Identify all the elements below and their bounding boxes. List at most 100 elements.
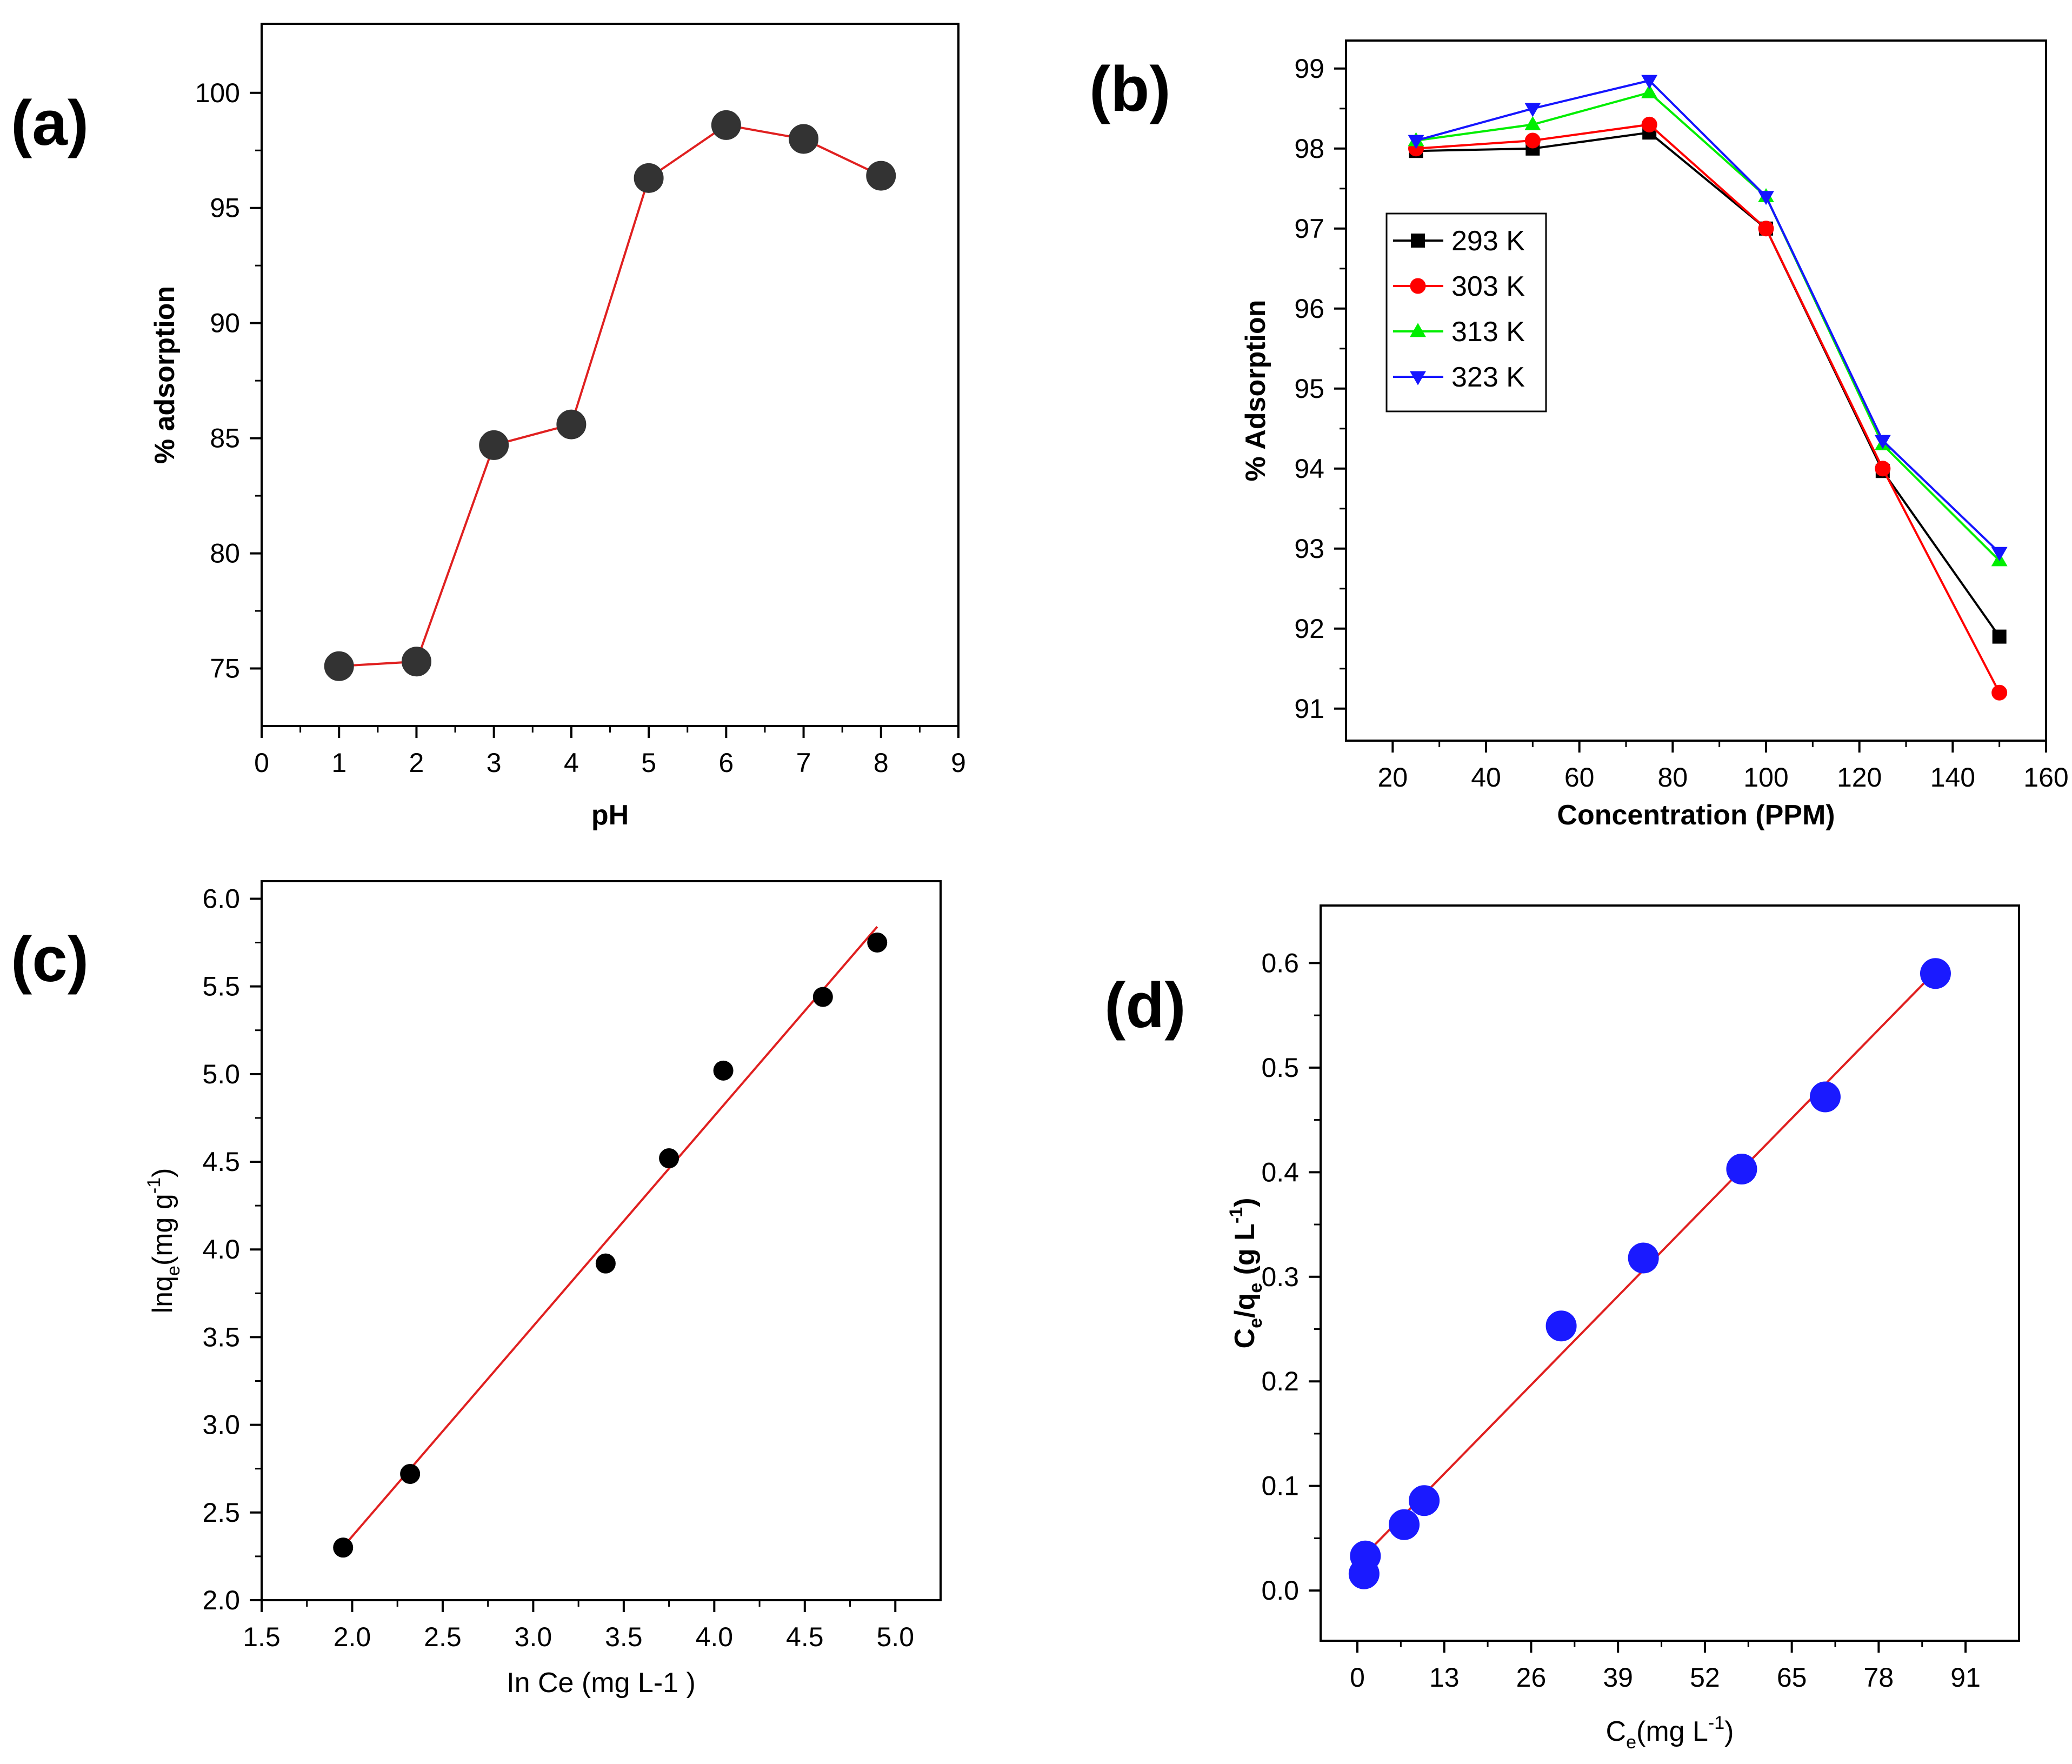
panel-b-x-tick-label: 20 <box>1378 762 1408 793</box>
panel-d-series-0 <box>1348 958 1951 1589</box>
panel-d-x-axis-title: Ce(mg L-1) <box>1606 1713 1734 1753</box>
panel-b-point-5 <box>1992 629 2007 644</box>
panel-c-y-tick-label: 3.0 <box>202 1410 240 1440</box>
panel-d-y-tick-label: 0.2 <box>1261 1366 1299 1396</box>
panel-b-series-line <box>1416 91 2001 562</box>
panel-d-point-8 <box>1920 958 1951 989</box>
panel-d-y-tick-label: 0.4 <box>1261 1157 1299 1187</box>
panel-a: (a) 0 1 2 3 4 5 6 7 8 9 75 80 85 90 95 100 pH % adsorption <box>11 23 966 831</box>
panel-b-x-tick-label: 120 <box>1837 762 1882 793</box>
panel-c-y-tick-label: 4.5 <box>202 1147 240 1177</box>
legend-label: 313 K <box>1451 316 1525 348</box>
panel-b-y-tick-label: 92 <box>1294 614 1324 644</box>
panel-a-y-tick-label: 95 <box>210 193 240 223</box>
panel-b-x-tick-label: 80 <box>1658 762 1688 793</box>
legend-label: 303 K <box>1451 271 1525 302</box>
legend-point-1 <box>1410 278 1426 294</box>
panel-c-x-tick-label: 3.0 <box>515 1622 552 1652</box>
panel-c-x-tick-label: 2.5 <box>424 1622 462 1652</box>
panel-c-y-tick-label: 5.5 <box>202 971 240 1002</box>
panel-c-y-tick-label: 6.0 <box>202 883 240 914</box>
panel-b-series-line <box>1415 79 2001 554</box>
panel-b: (b) 20 40 60 80 100 120 140 160 91 92 93 94 95 96 97 98 9… <box>1089 39 2069 831</box>
panel-a-point-7 <box>866 161 896 191</box>
panel-a-x-tick-label: 3 <box>487 748 502 778</box>
panel-b-series-3 <box>1408 75 2008 561</box>
panel-b-y-tick-label: 93 <box>1294 534 1324 564</box>
panel-d-point-4 <box>1545 1310 1577 1342</box>
panel-d-y-tick-label: 0.1 <box>1261 1471 1299 1501</box>
panel-d-y-tick-label: 0.3 <box>1261 1262 1299 1292</box>
panel-b-point-4 <box>1874 435 1891 449</box>
panel-a-x-tick-label: 7 <box>796 748 811 778</box>
panel-c-x-tick-label: 3.5 <box>605 1622 643 1652</box>
panel-c-point-3 <box>659 1148 679 1169</box>
panel-d-point-7 <box>1809 1081 1841 1113</box>
panel-b-point-2 <box>1641 84 1658 98</box>
panel-d-point-3 <box>1409 1485 1440 1516</box>
panel-b-y-tick-label: 98 <box>1294 134 1324 164</box>
panel-b-y-tick-label: 99 <box>1294 54 1324 84</box>
panel-b-x-tick-label: 40 <box>1471 762 1501 793</box>
panel-d-y-axis-title: Ce/qe (g L-1) <box>1226 1198 1266 1349</box>
panel-c-y-axis-title: lnqe(mg g-1) <box>144 1168 184 1314</box>
panel-b-x-tick-label: 160 <box>2023 762 2068 793</box>
panel-a-x-tick-label: 1 <box>331 748 347 778</box>
panel-d-x-tick-label: 26 <box>1516 1662 1547 1693</box>
panel-a-series-0 <box>324 110 896 681</box>
panel-d-point-2 <box>1389 1509 1420 1540</box>
panel-d-x-tick-label: 13 <box>1429 1662 1460 1693</box>
panel-b-y-tick-label: 95 <box>1294 374 1324 404</box>
panel-a-x-tick-label: 6 <box>718 748 734 778</box>
panel-a-point-2 <box>479 430 509 460</box>
panel-a-point-4 <box>634 163 664 193</box>
panel-c-point-1 <box>400 1463 421 1484</box>
panel-c-x-tick-label: 1.5 <box>243 1622 281 1652</box>
panel-c-point-4 <box>713 1060 734 1081</box>
panel-c-y-tick-label: 3.5 <box>202 1322 240 1352</box>
panel-d-y-tick-label: 0.6 <box>1261 948 1299 978</box>
panel-d-x-tick-label: 65 <box>1777 1662 1807 1693</box>
panel-b-point-1 <box>1524 116 1541 130</box>
legend-point-3 <box>1410 371 1426 385</box>
panel-c-x-tick-label: 4.0 <box>696 1622 734 1652</box>
panel-a-series-line <box>339 124 882 668</box>
panel-b-x-tick-label: 100 <box>1743 762 1788 793</box>
panel-c-label: (c) <box>11 924 89 995</box>
panel-b-y-axis-title: % Adsorption <box>1240 299 1271 481</box>
panel-c-x-axis-title: In Ce (mg L-1 ) <box>507 1667 696 1699</box>
panel-b-legend: 293 K 303 K 313 K 323 K <box>1385 212 1547 412</box>
panel-b-point-1 <box>1524 103 1541 117</box>
panel-b-point-2 <box>1641 75 1658 89</box>
panel-d-label: (d) <box>1104 970 1186 1041</box>
panel-c-y-tick-label: 5.0 <box>202 1059 240 1089</box>
panel-a-point-1 <box>401 647 431 677</box>
panel-b-point-5 <box>1991 547 2008 561</box>
panel-a-x-tick-label: 0 <box>254 748 269 778</box>
panel-a-point-6 <box>789 124 819 154</box>
panel-b-point-0 <box>1408 135 1424 149</box>
panel-c-plot-frame <box>261 880 942 1601</box>
panel-a-y-axis-title: % adsorption <box>149 286 181 464</box>
legend-point-0 <box>1411 234 1425 248</box>
panel-b-point-3 <box>1758 191 1774 205</box>
panel-a-y-tick-label: 100 <box>195 78 240 108</box>
panel-c-x-tick-label: 4.5 <box>786 1622 824 1652</box>
panel-b-plot-frame <box>1345 39 2047 742</box>
panel-c-series-0 <box>333 933 888 1558</box>
panel-c-y-tick-label: 2.5 <box>202 1497 240 1528</box>
panel-c-point-0 <box>333 1537 354 1558</box>
panel-a-y-tick-label: 90 <box>210 308 240 338</box>
panel-a-x-axis-title: pH <box>591 800 629 831</box>
panel-a-label: (a) <box>11 88 89 159</box>
panel-d: (d) 0 13 26 39 52 65 78 91 0.0 0.1 0.2 0.3 0.4 0.5 0.6 C… <box>1104 904 2020 1753</box>
panel-a-x-tick-label: 9 <box>951 748 966 778</box>
panel-c-point-6 <box>867 933 888 953</box>
panel-d-x-tick-label: 0 <box>1350 1662 1365 1693</box>
panel-a-y-tick-label: 85 <box>210 423 240 454</box>
legend-label: 293 K <box>1451 225 1525 257</box>
panel-b-point-3 <box>1758 221 1774 237</box>
panel-b-y-tick-label: 96 <box>1294 294 1324 324</box>
panel-a-plot-frame <box>261 23 960 727</box>
